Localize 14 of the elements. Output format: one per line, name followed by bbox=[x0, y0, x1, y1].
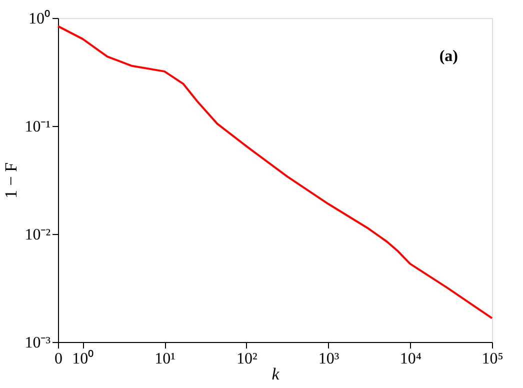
x-tick-label: 10⁵ bbox=[482, 350, 504, 368]
x-tick-label: 0 bbox=[54, 350, 62, 368]
y-tick-label: 10⁰ bbox=[28, 10, 50, 28]
annotation: (a) bbox=[439, 48, 458, 65]
x-tick-label: 10³ bbox=[318, 350, 340, 368]
x-tick-label: 10¹ bbox=[154, 350, 176, 368]
y-axis-title: 1 − F bbox=[2, 162, 21, 199]
y-tick-label: 10⁻³ bbox=[24, 334, 51, 352]
x-tick-label: 10⁴ bbox=[400, 350, 422, 368]
y-tick-label: 10⁻² bbox=[24, 226, 51, 244]
x-tick-label: 10⁰ bbox=[72, 350, 94, 368]
y-tick-label: 10⁻¹ bbox=[24, 118, 51, 136]
x-tick-label: 10² bbox=[236, 350, 258, 368]
x-axis-title: k bbox=[272, 364, 280, 384]
